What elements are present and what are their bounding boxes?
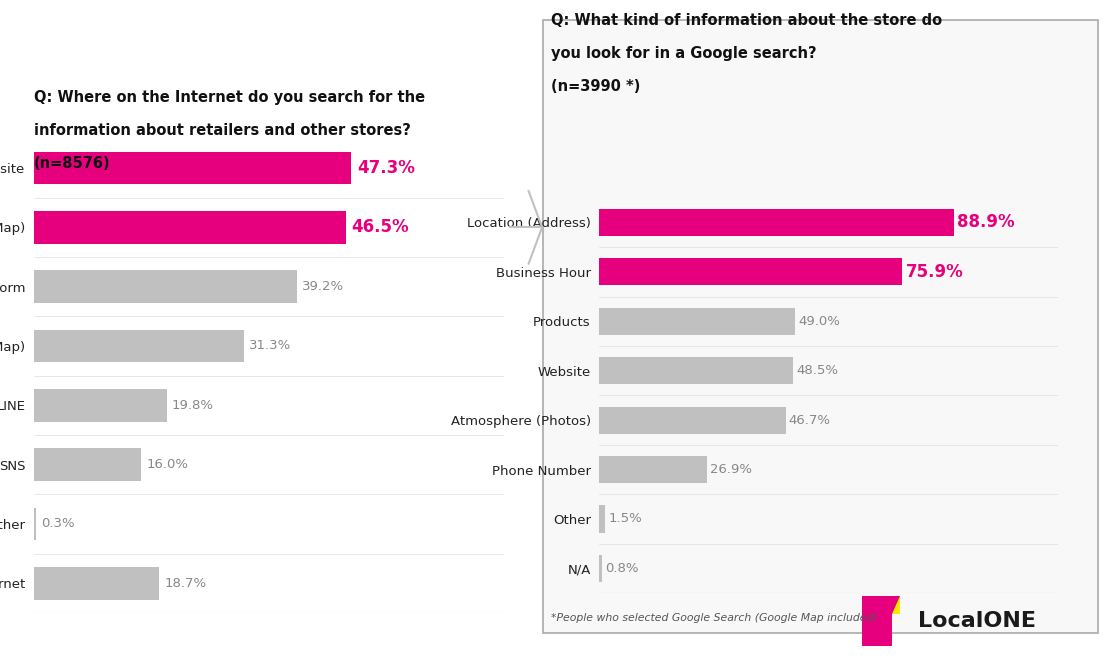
Text: 1.5%: 1.5% [608, 513, 642, 525]
Bar [34, 330, 244, 362]
Bar [599, 308, 795, 335]
Text: 39.2%: 39.2% [302, 280, 345, 293]
Bar [34, 270, 297, 303]
Text: 19.8%: 19.8% [172, 399, 214, 412]
Bar [599, 357, 793, 384]
Bar [34, 567, 159, 600]
Text: 75.9%: 75.9% [905, 263, 963, 281]
Text: Q: Where on the Internet do you search for the: Q: Where on the Internet do you search f… [34, 90, 424, 105]
Text: 46.7%: 46.7% [788, 414, 831, 426]
Text: 16.0%: 16.0% [147, 458, 188, 471]
Bar [599, 407, 785, 434]
Bar [599, 258, 903, 285]
Bar [599, 456, 707, 483]
Bar [599, 555, 603, 582]
Text: 18.7%: 18.7% [165, 577, 207, 590]
Text: 88.9%: 88.9% [958, 214, 1015, 231]
Text: (n=3990 *): (n=3990 *) [551, 79, 641, 94]
Polygon shape [862, 596, 900, 646]
Text: Q: What kind of information about the store do: Q: What kind of information about the st… [551, 13, 942, 28]
Text: 47.3%: 47.3% [357, 159, 414, 177]
Text: information about retailers and other stores?: information about retailers and other st… [34, 123, 410, 138]
Text: 48.5%: 48.5% [796, 364, 838, 377]
Polygon shape [892, 596, 900, 614]
Text: LocalONE: LocalONE [918, 611, 1036, 631]
Text: 0.3%: 0.3% [41, 517, 75, 530]
Bar [34, 211, 346, 244]
Bar [34, 507, 36, 540]
Text: you look for in a Google search?: you look for in a Google search? [551, 46, 816, 61]
Bar [34, 152, 352, 185]
Text: *People who selected Google Search (Google Map included): *People who selected Google Search (Goog… [551, 613, 878, 623]
Bar [34, 448, 141, 481]
Bar [34, 389, 167, 422]
Text: 49.0%: 49.0% [799, 315, 840, 328]
Bar [599, 505, 605, 532]
Text: 46.5%: 46.5% [352, 218, 409, 237]
Text: (n=8576): (n=8576) [34, 156, 110, 171]
Text: 26.9%: 26.9% [710, 463, 752, 476]
Bar [599, 209, 954, 236]
Text: 31.3%: 31.3% [250, 339, 291, 353]
Text: 0.8%: 0.8% [606, 562, 640, 575]
